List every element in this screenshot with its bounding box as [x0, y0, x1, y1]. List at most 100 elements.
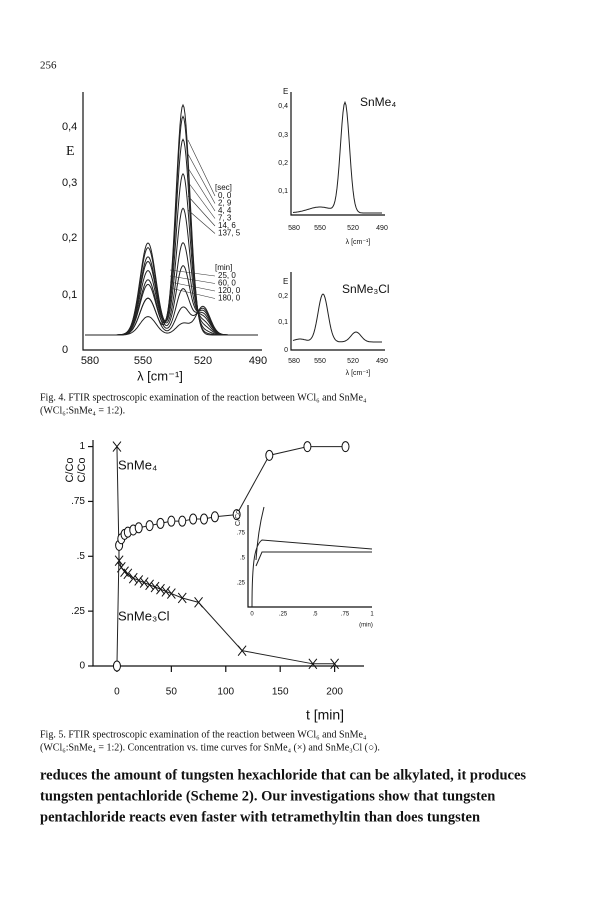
y-tick-label: .25: [71, 606, 85, 617]
compound-label: SnMe₄: [360, 95, 396, 109]
inset-x-tick-label: .25: [279, 612, 288, 618]
x-marker: [194, 597, 203, 608]
x-tick-label: 200: [326, 687, 343, 698]
x-marker: [156, 583, 165, 595]
leader-line: [169, 269, 216, 277]
fig4-curves: [85, 100, 382, 343]
y-tick-label: 1: [79, 441, 85, 452]
inset-y-tick-label: .75: [237, 531, 246, 537]
legend-entry: 2, 9: [218, 199, 232, 208]
caption: Fig. 4. FTIR spectroscopic examination o…: [40, 392, 367, 403]
fig4-bottom-axes: [290, 272, 385, 351]
fig4-top-axes: [290, 92, 385, 216]
inset-x-tick-label: .5: [312, 612, 318, 618]
legend-title: [min]: [215, 263, 232, 272]
o-marker: [134, 522, 143, 534]
x-marker: [330, 658, 340, 670]
legend-entry: 0, 0: [218, 191, 232, 200]
o-marker: [112, 660, 121, 672]
y-tick-label: 0,3: [278, 132, 288, 139]
x-tick-label: 520: [347, 225, 359, 232]
leader-line: [187, 167, 216, 212]
y-label: E: [283, 87, 288, 96]
fig4-legend-leaders: [169, 139, 216, 299]
y-tick-label: .5: [77, 551, 86, 562]
y-tick-label: 0,2: [278, 160, 288, 167]
x-label: t [min]: [306, 707, 344, 723]
x-tick-label: 0: [114, 687, 120, 698]
y-tick-label: 0: [62, 344, 68, 356]
x-tick-label: 490: [376, 225, 388, 232]
legend-entry: 180, 0: [218, 294, 241, 303]
x-marker: [308, 658, 318, 670]
spectrum: [292, 293, 382, 343]
fig5-inset-axes: [247, 505, 372, 608]
x-tick-label: 580: [288, 225, 300, 232]
y-tick-label: 0,3: [62, 177, 77, 189]
o-marker: [189, 513, 198, 525]
spectrum: [85, 305, 258, 336]
legend-entry: 14, 6: [218, 221, 236, 230]
x-marker: [128, 572, 138, 584]
y-tick-label: 0,1: [278, 188, 288, 195]
legend-entry: 60, 0: [218, 279, 236, 288]
body-text: reduces the amount of tungsten hexachlor…: [40, 767, 526, 783]
y-label: E: [66, 144, 75, 159]
leader-line: [187, 153, 216, 204]
x-marker: [161, 586, 171, 597]
x-tick-label: 580: [288, 358, 300, 365]
inset-x-tick-label: .75: [341, 612, 350, 618]
x-tick-label: 550: [314, 358, 326, 365]
o-marker: [303, 441, 312, 453]
inset-x-tick-label: 1: [370, 612, 374, 618]
legend-entry: 4, 4: [218, 206, 232, 215]
x-label: λ [cm⁻¹]: [137, 368, 183, 383]
o-marker: [341, 441, 350, 453]
y-tick-label: 0,1: [278, 319, 288, 326]
x-marker: [145, 579, 154, 591]
series-label: SnMe₃Cl: [118, 608, 170, 623]
x-tick-label: 490: [249, 355, 267, 367]
x-tick-label: 520: [347, 358, 359, 365]
y-tick-label: 0: [284, 347, 288, 354]
inset-y-label: C/Co: [235, 510, 242, 526]
inset-y-tick-label: .5: [240, 556, 246, 562]
leader-line: [187, 181, 216, 219]
spectrum: [292, 100, 382, 214]
x-tick-label: 100: [217, 687, 234, 698]
caption: (WCl₆:SnMe₄ = 1:2). Concentration vs. ti…: [40, 742, 380, 753]
o-marker: [178, 515, 187, 527]
x-marker: [134, 575, 144, 586]
o-marker: [265, 449, 274, 461]
legend-entry: 120, 0: [218, 286, 241, 295]
o-marker: [156, 517, 165, 529]
leader-line: [169, 287, 216, 299]
inset-x-unit: (min): [359, 623, 373, 629]
x-label: λ [cm⁻¹]: [346, 370, 371, 377]
leader-line: [169, 275, 216, 284]
o-marker: [145, 520, 154, 532]
fig5-inset-curves: [251, 506, 373, 608]
legend-entry: 25, 0: [218, 271, 236, 280]
y-tick-label: 0,2: [278, 293, 288, 300]
x-label: λ [cm⁻¹]: [346, 239, 371, 246]
fig4-main-axes: [82, 92, 262, 351]
series-label: SnMe₄: [118, 457, 157, 472]
x-tick-label: 550: [134, 355, 152, 367]
x-marker: [177, 592, 187, 604]
y-tick-label: 0,4: [278, 103, 288, 110]
x-tick-label: 580: [81, 355, 99, 367]
x-marker: [139, 577, 149, 588]
x-marker: [112, 441, 122, 452]
x-tick-label: 520: [194, 355, 212, 367]
x-marker: [123, 568, 133, 580]
y-tick-label: .75: [71, 496, 85, 507]
y-tick-label: 0,1: [62, 289, 77, 301]
inset-y-tick-label: .25: [237, 581, 246, 587]
legend-title: [sec]: [215, 183, 232, 192]
x-marker: [150, 581, 160, 593]
y-tick-label: 0,4: [62, 121, 77, 133]
